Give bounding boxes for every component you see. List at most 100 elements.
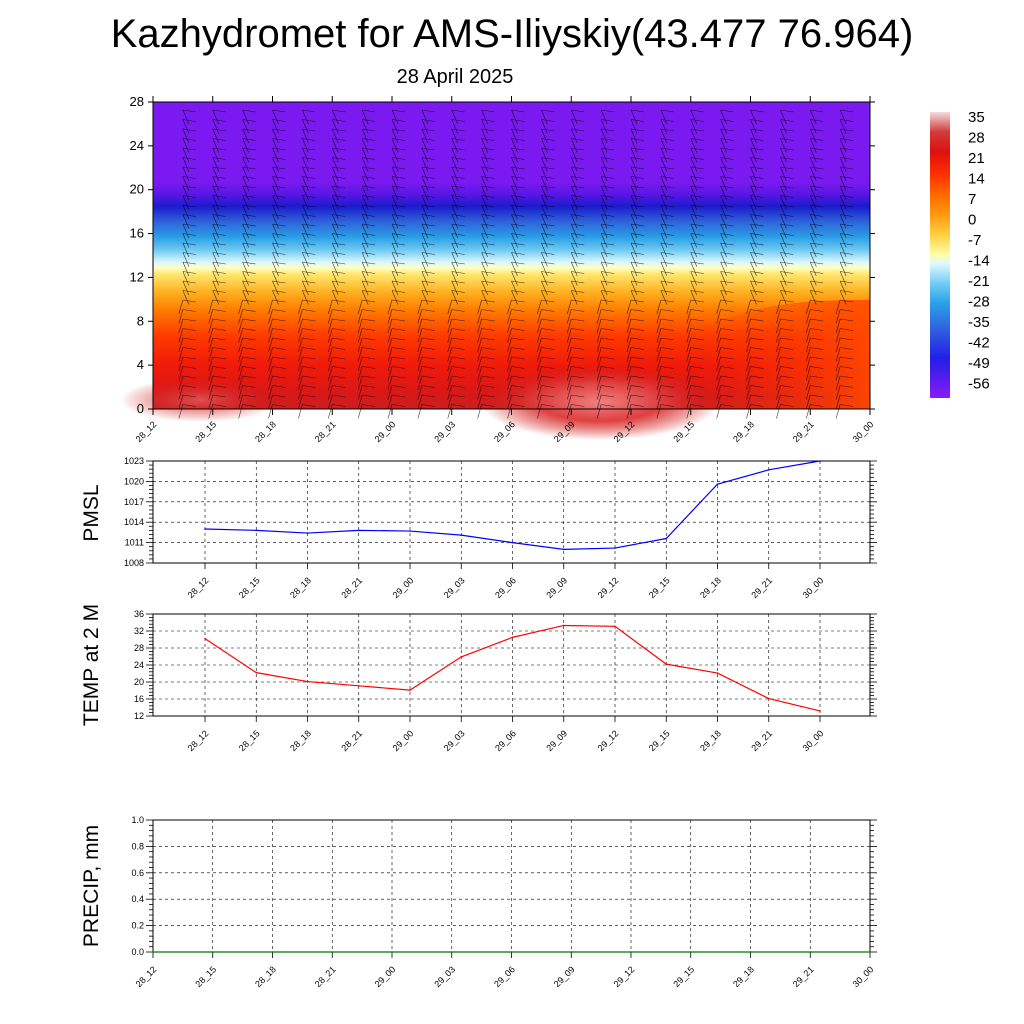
wind-barb-flag [451,290,465,293]
wind-barb-flag [571,271,585,274]
wind-barb-flag [660,328,674,331]
wind-barb [600,109,615,125]
wind-barb-flag [362,176,376,179]
wind-barb [451,223,465,239]
wind-barb [327,337,346,353]
wind-barb [630,261,645,277]
precip-panel: 0.00.20.40.60.81.028_12 28_15 28_18 28_21 29… [80,815,877,989]
wind-barb-shaft [357,347,363,362]
wind-barb [178,356,196,372]
wind-barb [361,157,376,172]
wind-barb-shaft [780,128,787,144]
wind-barb-flag [272,309,286,312]
wind-barb-flag [780,356,794,360]
data-point [869,951,871,953]
x-tick-label: 28_21 [339,728,364,753]
wind-barb-flag [391,166,406,170]
wind-barb-flag [511,109,525,113]
wind-barb [447,366,465,381]
wind-barb-flag [451,138,465,141]
wind-barb-shaft [537,394,542,410]
wind-barb-flag [840,252,854,255]
wind-barb [720,138,734,153]
wind-barb [477,318,495,334]
wind-barb [451,252,465,267]
wind-barb-flag [182,185,196,189]
wind-barb [746,299,764,315]
wind-barb-flag [362,309,376,312]
wind-barb-flag [840,166,854,170]
wind-barb-flag [810,309,824,312]
wind-barb [720,261,734,277]
wind-barb-shaft [481,271,488,286]
wind-barb-shaft [809,166,817,182]
wind-barb [477,337,495,353]
wind-barb-flag [720,214,734,217]
wind-barb-shaft [600,166,608,182]
wind-barb [331,261,346,277]
wind-barb [776,299,794,315]
wind-barb-flag [182,233,196,236]
wind-barb-shaft [357,394,363,410]
wind-barb-shaft [690,195,698,210]
wind-barb [357,318,376,334]
wind-barb [541,280,555,296]
wind-barb [302,157,316,172]
wind-barb-shaft [746,347,751,362]
wind-barb-flag [810,109,824,113]
wind-barb-shaft [839,176,847,191]
wind-barb [839,147,854,163]
wind-barb-flag [391,328,406,331]
wind-barb-shaft [750,261,757,277]
wind-barb-flag [362,337,376,341]
wind-barb-shaft [451,223,459,239]
wind-barb-shaft [630,157,638,172]
y-tick-label: 20 [130,182,144,197]
wind-barb [690,233,704,248]
wind-barb-flag [780,280,794,284]
wind-barb-shaft [391,109,399,125]
colorbar-label: -42 [968,335,990,352]
wind-barb-shaft [600,176,608,191]
wind-barb-flag [690,385,704,388]
wind-barb-shaft [302,147,309,163]
wind-barb-flag [750,166,764,170]
wind-barb-shaft [327,404,333,419]
wind-barb-flag [571,128,585,132]
wind-barb-flag [601,394,615,398]
wind-barb-flag [511,328,525,331]
wind-barb [357,337,376,353]
wind-barb-flag [810,119,824,122]
colorbar-label: 7 [968,191,976,208]
wind-barb-shaft [776,366,781,381]
wind-barb-flag [481,147,495,151]
wind-barb [298,366,316,381]
wind-barb-flag [660,242,674,246]
wind-barb-shaft [690,109,698,125]
wind-barb-flag [601,299,615,303]
wind-barb [451,147,465,163]
wind-barb-shaft [302,271,309,286]
wind-barb-flag [272,176,286,179]
wind-barb [447,404,465,419]
wind-barb-flag [690,347,704,350]
wind-barb-shaft [302,185,309,201]
wind-barb [391,185,406,201]
wind-barb-shaft [481,223,488,239]
wind-barb [268,375,286,391]
wind-barb-flag [182,223,196,227]
wind-barb-flag [421,271,435,274]
wind-barb-shaft [212,195,220,210]
wind-barb [302,290,316,305]
wind-barb [630,119,645,134]
wind-barb-shaft [421,176,429,191]
wind-barb-flag [242,347,256,350]
wind-barb-shaft [600,290,608,305]
wind-barb-flag [272,366,286,369]
wind-barb-flag [362,366,376,369]
wind-barb-flag [332,109,346,113]
wind-barb [656,318,674,334]
wind-barb [780,252,794,267]
wind-barb-shaft [272,204,279,220]
